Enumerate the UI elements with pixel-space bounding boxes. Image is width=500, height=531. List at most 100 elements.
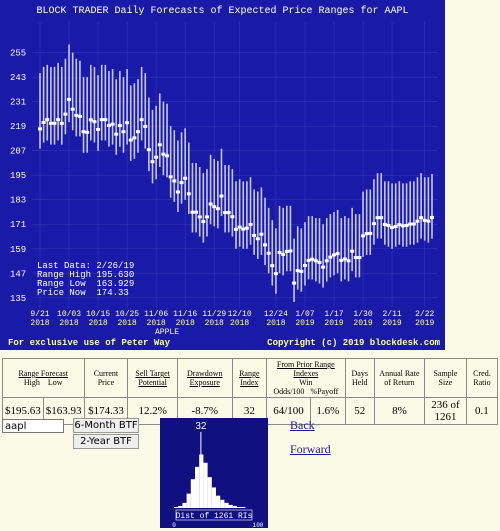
y-tick-label: 183: [10, 196, 26, 206]
price-marker: [208, 202, 213, 206]
price-marker: [146, 148, 151, 152]
price-marker: [215, 207, 220, 211]
subheader: Low: [47, 378, 63, 387]
y-tick-label: 135: [10, 294, 26, 304]
y-tick-label: 147: [10, 269, 26, 279]
price-marker: [67, 97, 72, 101]
price-marker: [157, 143, 162, 147]
annotation: Last Data: 2/26/19: [37, 261, 134, 271]
symbol-input[interactable]: aapl: [2, 419, 64, 433]
price-marker: [263, 243, 268, 247]
price-marker: [328, 255, 333, 259]
price-marker: [237, 225, 242, 229]
price-marker: [186, 192, 191, 196]
price-marker: [121, 130, 126, 134]
price-marker: [201, 220, 206, 224]
hist-bar: [224, 502, 229, 508]
value-cell: 1.6%: [310, 397, 346, 425]
price-marker: [288, 249, 293, 253]
price-marker: [241, 227, 246, 231]
header-cell: Drawdown Exposure: [176, 358, 233, 398]
x-tick-label: 0: [172, 522, 176, 528]
chart-title: Dist of 1261 RIs: [176, 512, 253, 521]
y-tick-label: 219: [10, 122, 26, 132]
header-cell: Days Held: [344, 358, 375, 398]
price-marker: [38, 127, 42, 131]
y-tick-label: 195: [10, 171, 26, 181]
price-marker: [259, 232, 264, 236]
x-tick-label: 10/15 2018: [86, 310, 110, 328]
header-cell: Sell Target Potential: [127, 358, 178, 398]
price-marker: [299, 269, 304, 273]
marker-label: 32: [195, 421, 207, 432]
range-chart: BLOCK TRADER Daily Forecasts of Expected…: [0, 0, 445, 350]
x-tick-label: 1/30 2019: [353, 310, 372, 328]
price-marker: [404, 223, 409, 227]
hist-bar: [174, 506, 179, 508]
price-marker: [375, 216, 380, 220]
x-tick-label: 11/06 2018: [144, 310, 168, 328]
x-tick-label: 1/07 2019: [295, 310, 314, 328]
chart-background: [160, 418, 268, 528]
price-marker: [212, 205, 217, 209]
price-marker: [132, 136, 137, 140]
price-marker: [393, 224, 398, 228]
link[interactable]: Back: [290, 418, 315, 432]
button[interactable]: 2-Year BTF: [73, 434, 139, 449]
annotation: Range Low 163.929: [37, 279, 134, 289]
annotation: Price Now 174.33: [37, 288, 129, 298]
price-marker: [128, 138, 133, 142]
title-box: [175, 509, 253, 521]
price-marker: [397, 223, 402, 227]
price-marker: [400, 224, 405, 228]
header: Range Forecast: [18, 369, 69, 378]
hist-bar: [186, 493, 191, 508]
price-marker: [99, 118, 104, 122]
button[interactable]: 6-Month BTF: [73, 418, 139, 433]
price-marker: [56, 118, 61, 122]
price-marker: [270, 264, 275, 268]
price-marker: [342, 257, 347, 261]
price-marker: [292, 281, 297, 285]
price-marker: [284, 249, 289, 253]
x-tick-label: 100: [253, 522, 264, 528]
price-marker: [175, 190, 180, 194]
price-marker: [346, 259, 351, 263]
x-axis-label: APPLE: [155, 328, 179, 337]
value-cell: 0.1: [465, 397, 499, 425]
price-marker: [426, 219, 431, 223]
price-marker: [252, 233, 257, 237]
footer: For exclusive use of Peter Way: [8, 338, 171, 348]
header-cell: From Prior Range Indexes Win Odds/100 %Pa…: [265, 358, 346, 398]
price-marker: [332, 253, 336, 257]
price-marker: [230, 215, 235, 219]
link[interactable]: Forward: [290, 442, 331, 456]
price-marker: [313, 259, 318, 263]
price-marker: [59, 121, 64, 125]
hist-bar: [207, 477, 212, 508]
price-marker: [150, 160, 155, 164]
price-marker: [161, 152, 166, 156]
price-marker: [77, 114, 82, 118]
price-marker: [357, 256, 362, 260]
price-marker: [103, 118, 108, 122]
price-marker: [310, 257, 315, 261]
price-marker: [136, 130, 140, 134]
stats-table: Range Forecast High Low Current Price Sel…: [2, 358, 499, 425]
y-tick-label: 159: [10, 245, 26, 255]
x-tick-label: 9/21 2018: [30, 310, 49, 328]
chart-title: BLOCK TRADER Daily Forecasts of Expected…: [36, 5, 408, 17]
value-cell: 64/100: [265, 397, 312, 425]
price-marker: [168, 175, 173, 179]
price-marker: [295, 269, 300, 273]
price-marker: [273, 272, 278, 276]
price-marker: [255, 237, 260, 241]
hist-bar: [232, 505, 237, 508]
hist-bar: [190, 479, 195, 508]
hist-bar: [211, 487, 216, 508]
price-marker: [335, 252, 340, 256]
x-tick-label: 11/29 2018: [202, 310, 226, 328]
subheader: %Payoff: [310, 387, 339, 396]
x-tick-label: 1/17 2019: [324, 310, 343, 328]
price-marker: [41, 121, 46, 125]
